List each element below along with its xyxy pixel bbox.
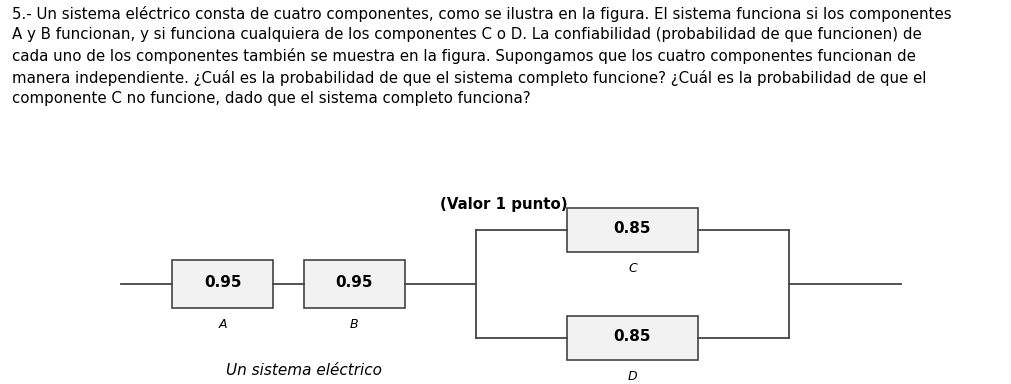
Text: Un sistema eléctrico: Un sistema eléctrico [225,363,381,378]
Text: C: C [628,262,636,275]
Text: (Valor 1 punto): (Valor 1 punto) [440,197,567,212]
Text: D: D [627,370,637,383]
Bar [303,260,404,308]
Text: 0.95: 0.95 [335,275,373,290]
Text: 5.- Un sistema eléctrico consta de cuatro componentes, como se ilustra en la fig: 5.- Un sistema eléctrico consta de cuatr… [12,6,950,106]
Text: 0.95: 0.95 [203,275,242,290]
Bar [172,260,273,308]
Bar [566,208,698,252]
Text: A: A [218,318,226,331]
Bar [566,316,698,360]
Text: 0.85: 0.85 [613,329,651,344]
Text: 0.85: 0.85 [613,221,651,236]
Text: B: B [350,318,358,331]
